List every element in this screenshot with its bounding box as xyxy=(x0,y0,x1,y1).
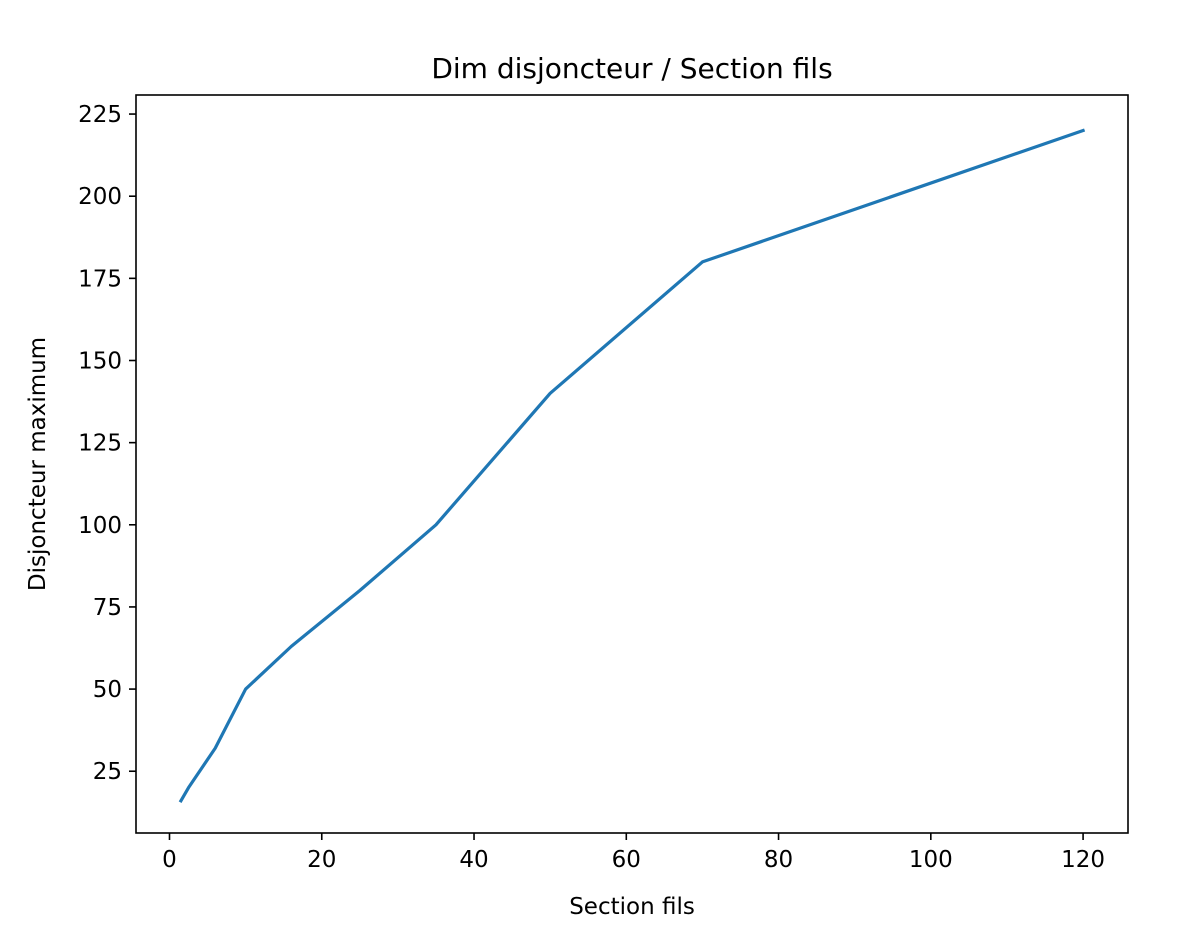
x-axis-ticks: 0 20 40 60 80 100 120 xyxy=(162,833,1105,873)
x-tick-label: 40 xyxy=(459,847,488,873)
y-tick-label: 125 xyxy=(78,431,122,457)
y-tick-label: 150 xyxy=(78,348,122,374)
chart-title: Dim disjoncteur / Section fils xyxy=(431,52,832,85)
x-tick-label: 120 xyxy=(1061,847,1105,873)
x-tick-label: 20 xyxy=(307,847,336,873)
y-tick-label: 75 xyxy=(93,595,122,621)
y-axis-label: Disjoncteur maximum xyxy=(25,337,51,591)
y-tick-label: 25 xyxy=(93,759,122,785)
y-tick-label: 200 xyxy=(78,184,122,210)
y-axis-ticks: 25 50 75 100 125 150 175 200 225 xyxy=(78,102,136,785)
y-tick-label: 50 xyxy=(93,677,122,703)
plot-frame xyxy=(135,94,1129,834)
y-tick-label: 100 xyxy=(78,513,122,539)
x-tick-label: 60 xyxy=(612,847,641,873)
y-tick-label: 175 xyxy=(78,266,122,292)
x-axis-label: Section fils xyxy=(569,894,695,920)
y-tick-label: 225 xyxy=(78,102,122,128)
x-tick-label: 0 xyxy=(162,847,177,873)
plot-marks xyxy=(178,128,1086,803)
x-tick-label: 100 xyxy=(909,847,953,873)
series-line-1 xyxy=(178,128,1086,803)
x-tick-label: 80 xyxy=(764,847,793,873)
